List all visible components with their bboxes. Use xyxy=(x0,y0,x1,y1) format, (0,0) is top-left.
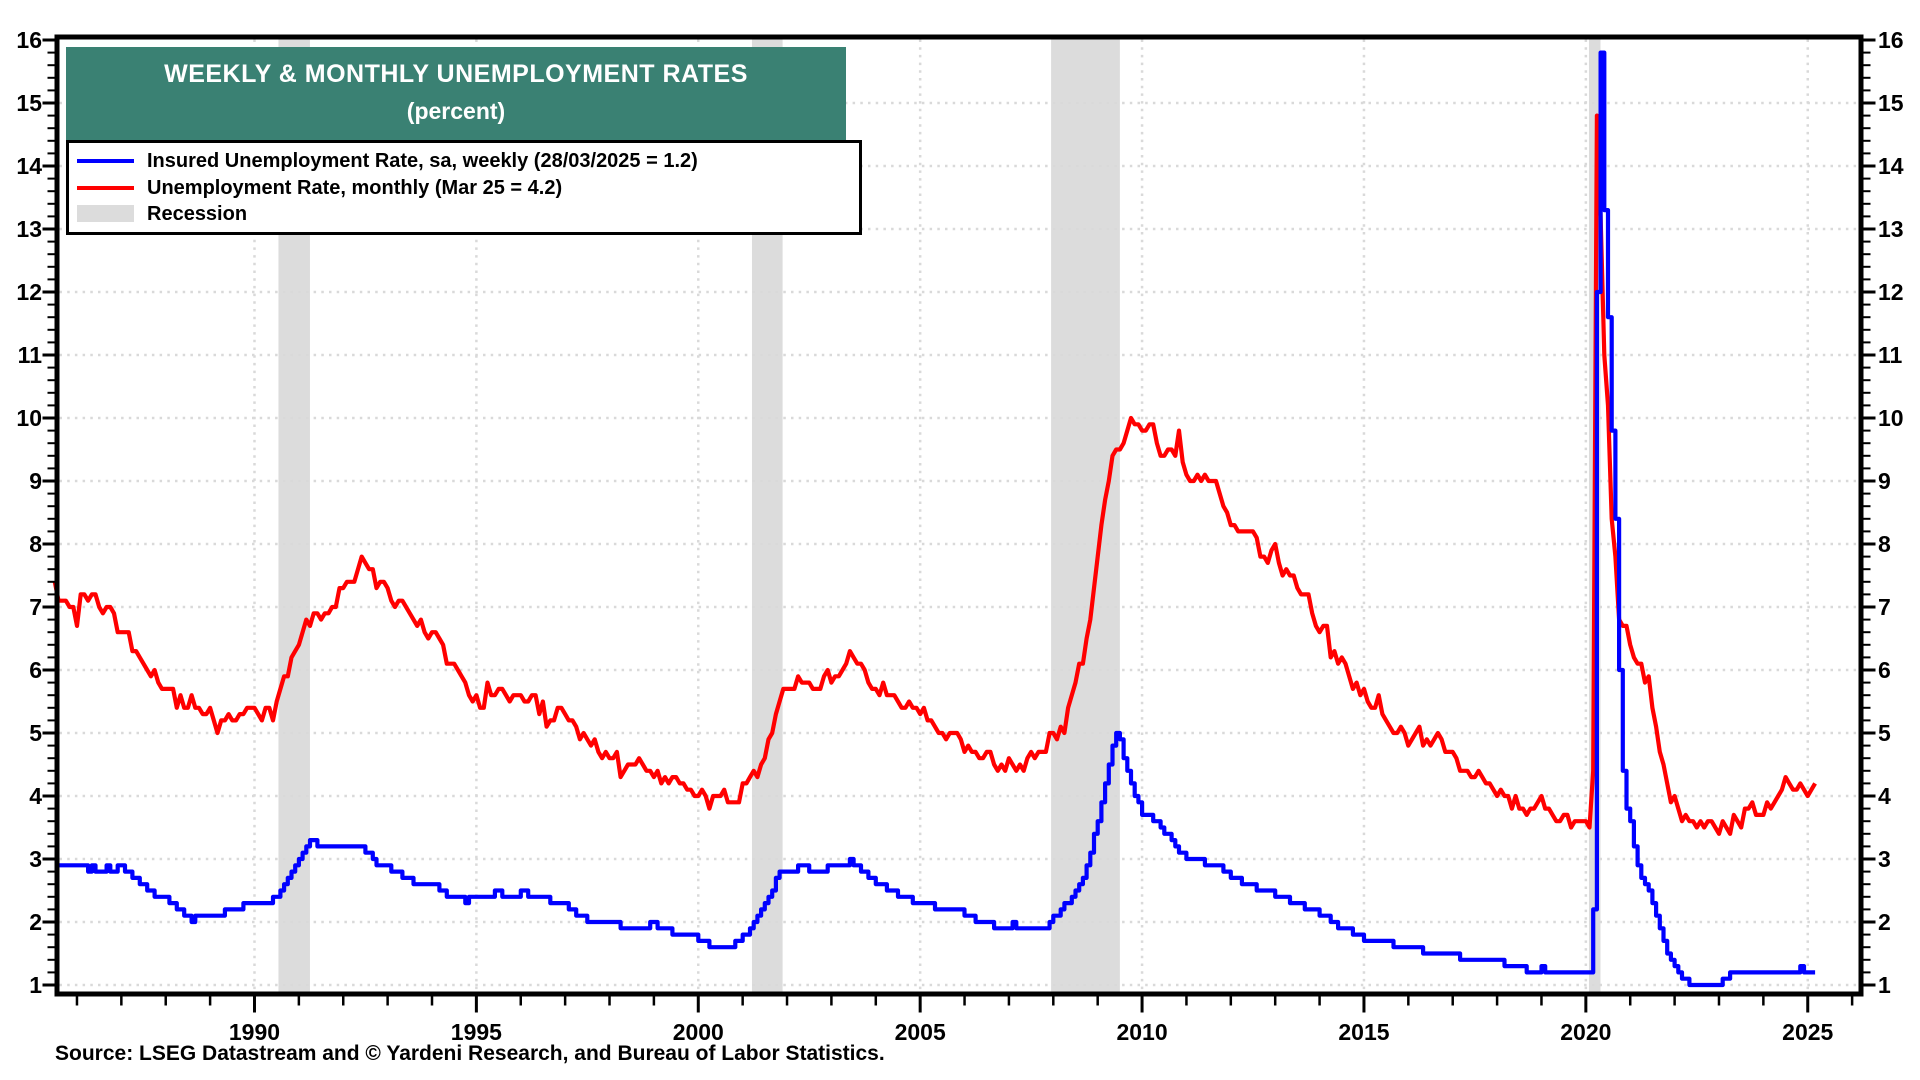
x-axis-label: 2015 xyxy=(1338,1019,1389,1045)
y-axis-label-right: 3 xyxy=(1878,846,1891,872)
y-axis-label-left: 11 xyxy=(18,342,43,368)
y-axis-label-right: 8 xyxy=(1878,531,1891,557)
y-axis-label-left: 14 xyxy=(16,153,42,179)
y-axis-label-left: 2 xyxy=(29,909,42,935)
x-axis-label: 2025 xyxy=(1782,1019,1833,1045)
y-axis-label-left: 7 xyxy=(29,594,42,620)
legend-item-recession: Recession xyxy=(77,204,851,224)
y-axis-label-left: 10 xyxy=(16,405,42,431)
x-axis-label: 2005 xyxy=(895,1019,946,1045)
y-axis-label-right: 11 xyxy=(1878,342,1903,368)
y-axis-label-right: 1 xyxy=(1878,972,1891,998)
recession-band xyxy=(1051,39,1120,992)
insured-line-swatch-icon xyxy=(77,159,134,164)
y-axis-label-right: 5 xyxy=(1878,720,1891,746)
legend-item-unemployment: Unemployment Rate, monthly (Mar 25 = 4.2… xyxy=(77,178,851,198)
y-axis-label-right: 4 xyxy=(1878,783,1891,809)
y-axis-label-right: 6 xyxy=(1878,657,1891,683)
legend-label-insured: Insured Unemployment Rate, sa, weekly (2… xyxy=(147,150,698,173)
y-axis-label-left: 8 xyxy=(29,531,42,557)
y-axis-label-right: 13 xyxy=(1878,216,1904,242)
x-axis-label: 2020 xyxy=(1560,1019,1611,1045)
recession-swatch-icon xyxy=(77,205,134,223)
chart-title: WEEKLY & MONTHLY UNEMPLOYMENT RATES xyxy=(164,60,748,88)
y-axis-label-right: 16 xyxy=(1878,27,1904,53)
chart-subtitle: (percent) xyxy=(406,98,506,124)
plot-border xyxy=(54,34,1864,997)
y-axis-label-right: 7 xyxy=(1878,594,1891,620)
y-axis-label-left: 12 xyxy=(16,279,42,305)
y-axis-label-right: 14 xyxy=(1878,153,1904,179)
y-axis-label-left: 3 xyxy=(29,846,42,872)
y-axis-label-left: 13 xyxy=(16,216,42,242)
x-axis-label: 2000 xyxy=(673,1019,724,1045)
y-axis-label-left: 9 xyxy=(29,468,42,494)
y-axis-label-left: 15 xyxy=(16,90,42,116)
legend: Insured Unemployment Rate, sa, weekly (2… xyxy=(66,140,862,235)
x-axis-label: 1990 xyxy=(229,1019,280,1045)
x-axis-label: 2010 xyxy=(1116,1019,1167,1045)
y-axis-label-right: 12 xyxy=(1878,279,1904,305)
y-axis-label-left: 1 xyxy=(29,972,42,998)
legend-label-recession: Recession xyxy=(147,202,248,225)
insured-unemployment-line xyxy=(54,50,1816,988)
y-axis-label-left: 4 xyxy=(29,783,42,809)
unemployment-rate-line xyxy=(52,113,1817,836)
legend-item-insured: Insured Unemployment Rate, sa, weekly (2… xyxy=(77,151,851,171)
y-axis-label-left: 6 xyxy=(29,657,42,683)
y-axis-label-right: 9 xyxy=(1878,468,1891,494)
y-axis-label-right: 10 xyxy=(1878,405,1904,431)
y-axis-label-left: 5 xyxy=(29,720,42,746)
chart-title-box: WEEKLY & MONTHLY UNEMPLOYMENT RATES (per… xyxy=(66,47,846,140)
unemployment-line-swatch-icon xyxy=(77,185,134,190)
y-axis-label-left: 16 xyxy=(16,27,42,53)
legend-label-unemployment: Unemployment Rate, monthly (Mar 25 = 4.2… xyxy=(147,176,563,199)
x-axis-label: 1995 xyxy=(451,1019,502,1045)
y-axis-label-right: 2 xyxy=(1878,909,1891,935)
source-credit: Source: LSEG Datastream and © Yardeni Re… xyxy=(55,1042,885,1065)
y-axis-label-right: 15 xyxy=(1878,90,1904,116)
